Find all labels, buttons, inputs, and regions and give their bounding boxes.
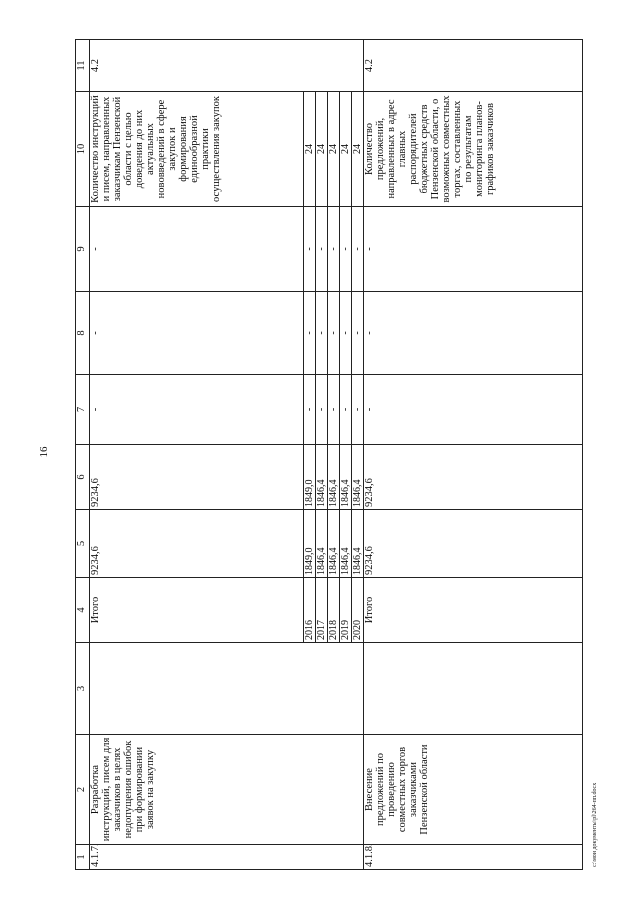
indicator-text: Количество инструкций и писем, направлен… [89,91,304,207]
column-number: 5 [75,509,90,578]
year-cell: - [327,374,340,445]
year-cell: - [303,206,316,292]
year-cell: - [303,374,316,445]
year-cell: 1846,4 [351,444,364,510]
column-number: 4 [75,577,90,643]
item-name: Внесение предложений по проведению совме… [363,734,583,845]
year-cell: 24 [315,91,328,207]
year-cell: 2017 [315,577,328,643]
year-cell: 24 [351,91,364,207]
year-cell: 1846,4 [327,509,340,578]
year-cell: - [351,206,364,292]
table-body: 1 2 3 4 5 6 7 8 9 10 11 4.1.7. Разработка инструкций… [75,39,583,870]
year-cell: - [327,291,340,375]
year-cell: - [339,374,352,445]
total-cell: - [89,291,304,375]
total-cell: - [89,206,304,292]
column-number: 8 [75,291,90,375]
page-number: 16 [38,446,50,458]
year-cell: - [315,206,328,292]
total-cell: Итого [89,577,304,643]
item-row: 4.1.7. Разработка инструкций, писем для з… [89,39,364,870]
indicator-number: 4.2 [89,39,364,92]
column-number: 11 [75,39,90,92]
total-cell: - [363,206,583,292]
year-cell: 24 [303,91,316,207]
total-cell: 9234,6 [363,444,583,510]
plan-table: 1 2 3 4 5 6 7 8 9 10 11 4.1.7. Разработка инструкций… [75,39,583,870]
item-row: 4.1.8. Внесение предложений по проведению… [363,39,583,870]
year-cell: 1846,4 [339,444,352,510]
year-cell: - [315,374,328,445]
total-cell: - [363,374,583,445]
year-cell: - [351,291,364,375]
column-number: 10 [75,91,90,207]
column-number: 1 [75,844,90,870]
year-cell: 2016 [303,577,316,643]
year-cell: 1849,0 [303,444,316,510]
indicator-text: Количество предложений, направленных в а… [363,91,583,207]
header-row: 1 2 3 4 5 6 7 8 9 10 11 [75,39,90,870]
year-cell: 1849,0 [303,509,316,578]
year-cell: 2018 [327,577,340,643]
year-cell: 24 [327,91,340,207]
column-number: 3 [75,642,90,735]
total-cell: Итого [363,577,583,643]
year-cell: 2020 [351,577,364,643]
total-cell: 9234,6 [363,509,583,578]
item-number: 4.1.8. [363,844,583,870]
year-cell: - [327,206,340,292]
year-cell: - [303,291,316,375]
item-number: 4.1.7. [89,844,364,870]
year-cell: 1846,4 [315,509,328,578]
file-path: c:\мои документы\pl\264-пп.docx [592,782,598,867]
year-cell: - [351,374,364,445]
year-cell: - [315,291,328,375]
item-name: Разработка инструкций, писем для заказчи… [89,734,364,845]
empty-cell [363,642,583,735]
column-number: 6 [75,444,90,510]
total-cell: 9234,6 [89,444,304,510]
column-number: 2 [75,734,90,845]
year-cell: 1846,4 [315,444,328,510]
year-cell: 24 [339,91,352,207]
year-cell: - [339,206,352,292]
year-cell: 1846,4 [351,509,364,578]
year-cell: 1846,4 [327,444,340,510]
total-cell: - [89,374,304,445]
column-number: 9 [75,206,90,292]
year-cell: - [339,291,352,375]
total-cell: 9234,6 [89,509,304,578]
column-number: 7 [75,374,90,445]
indicator-number: 4.2 [363,39,583,92]
total-cell: - [363,291,583,375]
empty-cell [89,642,364,735]
year-cell: 1846,4 [339,509,352,578]
year-cell: 2019 [339,577,352,643]
